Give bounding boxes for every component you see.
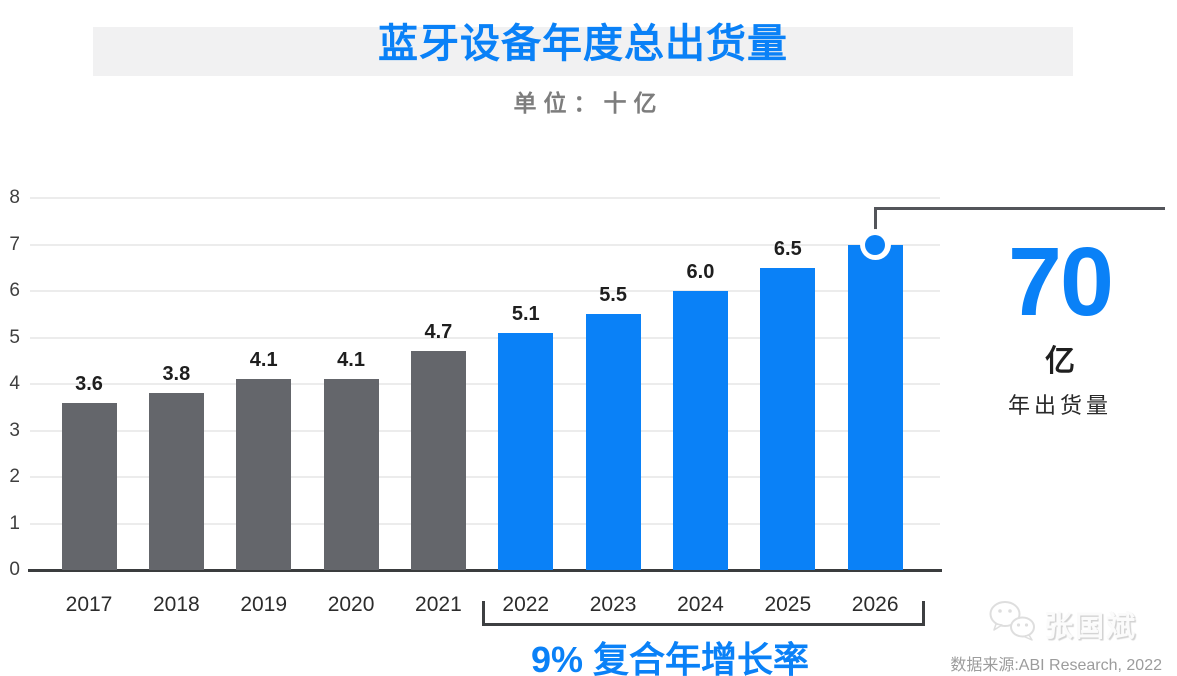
cagr-rate: 9% <box>530 639 583 676</box>
y-tick-3: 3 <box>9 419 20 441</box>
callout-value: 70 <box>1008 227 1114 336</box>
y-tick-6: 6 <box>9 280 20 301</box>
x-tick-2026: 2026 <box>851 593 899 616</box>
x-tick-2025: 2025 <box>764 593 812 616</box>
bar-2021 <box>410 351 466 570</box>
bar-2026 <box>847 244 903 570</box>
wechat-icon <box>986 598 1038 649</box>
chart-unit-subtitle: 单位：十亿 <box>513 90 664 116</box>
bar-2024 <box>672 291 728 570</box>
bar-2018 <box>148 393 204 570</box>
highlight-callout: 70 亿 年出货量 <box>980 227 1140 420</box>
bar-value-label-2021: 4.7 <box>424 321 453 344</box>
x-tick-2020: 2020 <box>327 593 375 616</box>
callout-line-vertical <box>873 207 877 245</box>
highlight-marker-dot <box>865 234 886 255</box>
cagr-bracket <box>482 601 925 626</box>
bar-2019 <box>236 379 292 570</box>
callout-unit: 亿 <box>1045 345 1075 379</box>
x-tick-2022: 2022 <box>502 593 550 616</box>
cagr-label: 9% 复合年增长率 <box>420 631 920 676</box>
x-tick-2021: 2021 <box>415 593 462 616</box>
y-tick-2: 2 <box>9 466 20 487</box>
bar-2017 <box>61 402 117 570</box>
bar-2025 <box>760 267 816 570</box>
callout-caption: 年出货量 <box>1007 393 1112 419</box>
x-tick-2019: 2019 <box>240 593 288 616</box>
gridline-4 <box>30 383 940 385</box>
gridline-7 <box>30 243 940 246</box>
bar-value-label-2019: 4.1 <box>249 349 278 372</box>
bar-value-label-2025: 6.5 <box>773 237 802 260</box>
x-tick-2024: 2024 <box>677 593 724 616</box>
x-tick-2018: 2018 <box>152 593 200 616</box>
watermark: 张国斌 <box>986 598 1137 649</box>
x-tick-2017: 2017 <box>65 593 113 616</box>
gridline-6 <box>30 290 940 292</box>
y-tick-0: 0 <box>9 559 20 580</box>
x-tick-2023: 2023 <box>589 593 637 616</box>
bar-value-label-2022: 5.1 <box>511 302 540 325</box>
x-axis-line <box>28 569 942 572</box>
callout-line-horizontal <box>875 207 1165 210</box>
bar-value-label-2020: 4.1 <box>337 349 365 372</box>
chart-title: 蓝牙设备年度总出货量 <box>378 22 788 66</box>
y-tick-4: 4 <box>9 373 20 394</box>
gridline-1 <box>30 522 940 525</box>
title-banner <box>93 27 1073 76</box>
bar-2022 <box>498 332 554 570</box>
y-tick-7: 7 <box>9 233 20 255</box>
y-tick-5: 5 <box>9 326 20 348</box>
bar-value-label-2017: 3.6 <box>75 372 103 395</box>
bar-value-label-2024: 6.0 <box>686 261 715 283</box>
y-tick-1: 1 <box>9 512 20 534</box>
bar-2020 <box>323 379 379 570</box>
cagr-text: 复合年增长率 <box>593 639 810 676</box>
bar-value-label-2018: 3.8 <box>162 363 191 386</box>
gridline-3 <box>30 429 940 432</box>
y-tick-8: 8 <box>9 187 20 208</box>
gridline-8 <box>30 197 940 199</box>
gridline-2 <box>30 476 940 478</box>
watermark-name: 张国斌 <box>1044 610 1138 643</box>
data-source: 数据来源:ABI Research, 2022 <box>950 657 1162 674</box>
bar-value-label-2023: 5.5 <box>599 284 627 307</box>
bar-2023 <box>585 314 641 570</box>
gridline-5 <box>30 336 940 339</box>
